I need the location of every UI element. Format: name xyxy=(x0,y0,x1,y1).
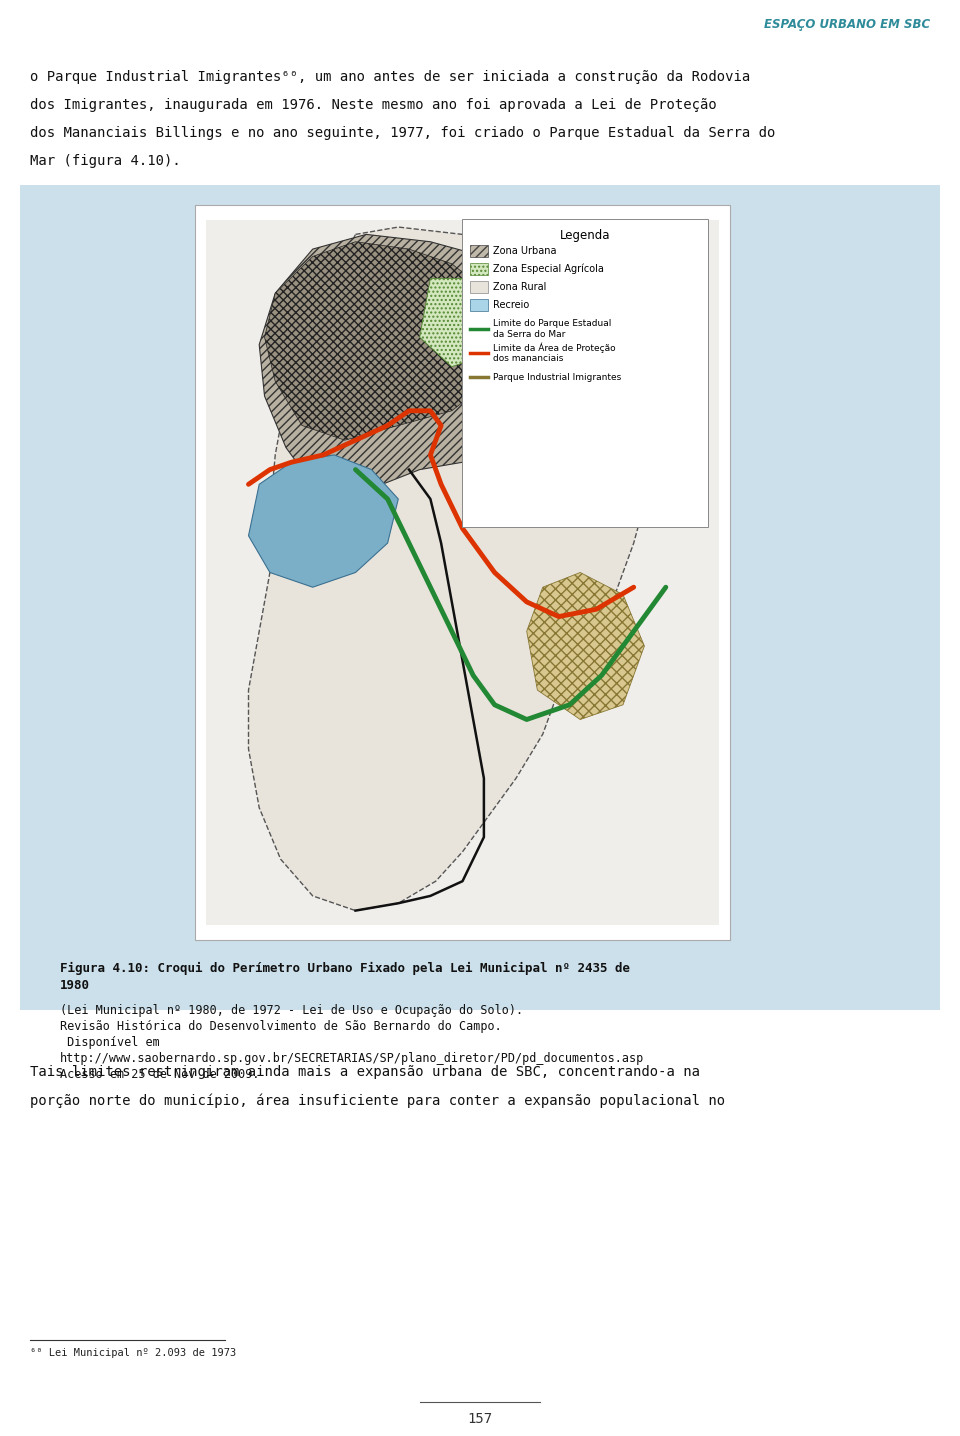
FancyBboxPatch shape xyxy=(470,281,488,293)
Text: (Lei Municipal nº 1980, de 1972 - Lei de Uso e Ocupação do Solo).: (Lei Municipal nº 1980, de 1972 - Lei de… xyxy=(60,1004,523,1017)
Text: Tais limites restringiram ainda mais a expansão urbana de SBC, concentrando-a na: Tais limites restringiram ainda mais a e… xyxy=(30,1066,700,1078)
Text: Revisão Histórica do Desenvolvimento de São Bernardo do Campo.: Revisão Histórica do Desenvolvimento de … xyxy=(60,1020,502,1032)
Text: dos Imigrantes, inaugurada em 1976. Neste mesmo ano foi aprovada a Lei de Proteç: dos Imigrantes, inaugurada em 1976. Nest… xyxy=(30,98,717,112)
FancyBboxPatch shape xyxy=(470,263,488,276)
Polygon shape xyxy=(205,220,719,925)
FancyBboxPatch shape xyxy=(20,185,940,1010)
Text: o Parque Industrial Imigrantes⁶⁰, um ano antes de ser iniciada a construção da R: o Parque Industrial Imigrantes⁶⁰, um ano… xyxy=(30,70,751,83)
Text: porção norte do município, área insuficiente para conter a expansão populacional: porção norte do município, área insufici… xyxy=(30,1093,725,1107)
Text: Disponível em: Disponível em xyxy=(60,1035,159,1050)
Text: Acesso em 25 de Nov de 2009.: Acesso em 25 de Nov de 2009. xyxy=(60,1068,259,1081)
Text: Limite do Parque Estadual
da Serra do Mar: Limite do Parque Estadual da Serra do Ma… xyxy=(493,319,612,339)
Text: ESPAÇO URBANO EM SBC: ESPAÇO URBANO EM SBC xyxy=(764,19,930,32)
Text: ⁶⁰ Lei Municipal nº 2.093 de 1973: ⁶⁰ Lei Municipal nº 2.093 de 1973 xyxy=(30,1348,236,1358)
FancyBboxPatch shape xyxy=(195,205,730,941)
Text: Zona Especial Agrícola: Zona Especial Agrícola xyxy=(493,264,604,274)
Text: http://www.saobernardo.sp.gov.br/SECRETARIAS/SP/plano_diretor/PD/pd_documentos.a: http://www.saobernardo.sp.gov.br/SECRETA… xyxy=(60,1053,644,1066)
Polygon shape xyxy=(249,227,687,910)
Text: Legenda: Legenda xyxy=(560,228,611,243)
Text: Mar (figura 4.10).: Mar (figura 4.10). xyxy=(30,154,180,168)
Polygon shape xyxy=(265,241,505,441)
Polygon shape xyxy=(527,573,644,719)
FancyBboxPatch shape xyxy=(470,299,488,312)
Polygon shape xyxy=(249,455,398,587)
Text: Recreio: Recreio xyxy=(493,300,529,310)
Text: Parque Industrial Imigrantes: Parque Industrial Imigrantes xyxy=(493,372,621,382)
Text: Zona Rural: Zona Rural xyxy=(493,281,546,292)
Polygon shape xyxy=(259,234,554,498)
FancyBboxPatch shape xyxy=(462,220,708,527)
Text: dos Mananciais Billings e no ano seguinte, 1977, foi criado o Parque Estadual da: dos Mananciais Billings e no ano seguint… xyxy=(30,126,776,139)
Text: Zona Urbana: Zona Urbana xyxy=(493,246,557,256)
Text: 157: 157 xyxy=(468,1412,492,1426)
Text: Limite da Área de Proteção
dos mananciais: Limite da Área de Proteção dos mananciai… xyxy=(493,343,615,363)
FancyBboxPatch shape xyxy=(470,246,488,257)
Polygon shape xyxy=(420,279,505,366)
Text: N: N xyxy=(287,615,296,625)
Text: Figura 4.10: Croqui do Perímetro Urbano Fixado pela Lei Municipal nº 2435 de
198: Figura 4.10: Croqui do Perímetro Urbano … xyxy=(60,962,630,992)
